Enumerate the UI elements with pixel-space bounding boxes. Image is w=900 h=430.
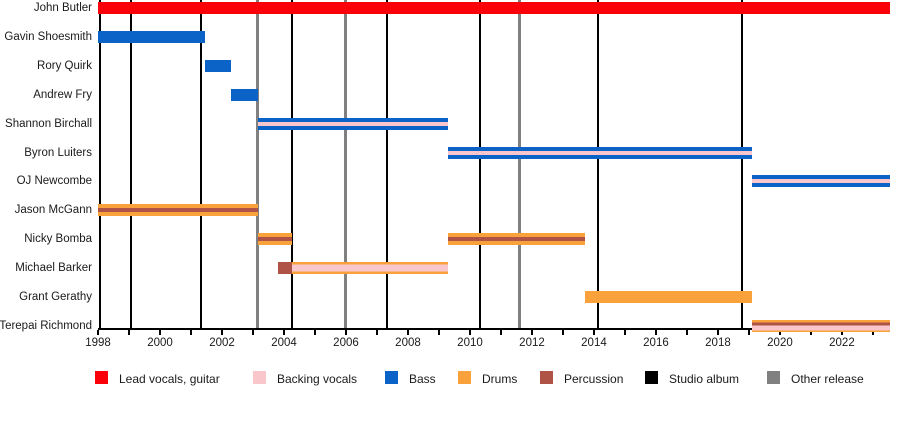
timeline-bar <box>98 204 258 217</box>
axis-tick <box>283 330 285 335</box>
axis-tick-label: 2018 <box>705 337 731 349</box>
timeline-bar <box>98 2 890 14</box>
axis-tick-label: 1998 <box>85 337 111 349</box>
axis-tick <box>376 330 378 335</box>
member-label: Nicky Bomba <box>24 233 92 246</box>
studio-album-line <box>596 0 599 328</box>
timeline-bar <box>257 117 449 130</box>
axis-tick-label: 2014 <box>581 337 607 349</box>
backing-vocals-swatch-icon <box>253 371 266 384</box>
axis-tick <box>407 330 409 335</box>
axis-tick <box>748 330 750 335</box>
studio-album-line <box>291 0 294 328</box>
axis-tick-label: 2008 <box>395 337 421 349</box>
timeline-bar <box>98 30 205 43</box>
axis-tick <box>97 330 99 335</box>
member-label: OJ Newcombe <box>16 175 92 188</box>
axis-tick <box>624 330 626 335</box>
axis-tick-label: 2000 <box>147 337 173 349</box>
other-release-line <box>256 0 260 328</box>
axis-tick-label: 2012 <box>519 337 545 349</box>
timeline-bar <box>585 291 753 304</box>
axis-tick-label: 2002 <box>209 337 235 349</box>
studio-album-swatch-icon <box>645 371 658 384</box>
x-axis-line <box>98 328 890 330</box>
axis-tick-label: 2020 <box>767 337 793 349</box>
member-label: Byron Luiters <box>24 146 92 159</box>
axis-tick-label: 2004 <box>271 337 297 349</box>
legend-label: Bass <box>409 372 436 386</box>
timeline-bar <box>752 175 890 188</box>
axis-tick <box>717 330 719 335</box>
percussion-swatch-icon <box>540 371 553 384</box>
legend-label: Studio album <box>669 372 740 386</box>
other-release-line <box>343 0 347 328</box>
axis-tick-label: 2016 <box>643 337 669 349</box>
timeline-bar <box>448 146 753 159</box>
axis-tick <box>531 330 533 335</box>
member-label: Grant Gerathy <box>19 291 92 304</box>
axis-tick <box>779 330 781 335</box>
axis-tick <box>221 330 223 335</box>
studio-album-line <box>740 0 743 328</box>
timeline-bar <box>231 88 258 101</box>
timeline-bar <box>752 320 890 332</box>
bass-swatch-icon <box>385 371 398 384</box>
axis-tick <box>810 330 812 335</box>
timeline-bar <box>277 262 292 275</box>
timeline-bar <box>291 262 449 275</box>
legend-label: Percussion <box>564 372 624 386</box>
member-label: John Butler <box>33 2 92 14</box>
member-label: Gavin Shoesmith <box>4 30 92 43</box>
axis-tick <box>128 330 130 335</box>
axis-tick <box>562 330 564 335</box>
axis-tick <box>841 330 843 335</box>
axis-tick <box>438 330 440 335</box>
axis-tick <box>500 330 502 335</box>
axis-tick <box>190 330 192 335</box>
timeline-bar <box>448 233 586 246</box>
other-release-line <box>518 0 522 328</box>
axis-tick-label: 2010 <box>457 337 483 349</box>
axis-tick <box>655 330 657 335</box>
member-label: Shannon Birchall <box>5 117 92 130</box>
axis-tick-label: 2006 <box>333 337 359 349</box>
legend-label: Lead vocals, guitar <box>119 372 220 386</box>
axis-tick <box>345 330 347 335</box>
legend-label: Drums <box>482 372 518 386</box>
member-label: Terepai Richmond <box>0 320 92 332</box>
member-label: Andrew Fry <box>33 88 92 101</box>
axis-tick <box>593 330 595 335</box>
axis-tick <box>314 330 316 335</box>
studio-album-line <box>385 0 388 328</box>
member-label: Jason McGann <box>14 204 92 217</box>
studio-album-line <box>99 0 102 328</box>
studio-album-line <box>200 0 203 328</box>
other-release-swatch-icon <box>767 371 780 384</box>
axis-tick <box>252 330 254 335</box>
drums-swatch-icon <box>458 371 471 384</box>
axis-tick <box>469 330 471 335</box>
timeline-bar <box>257 233 292 246</box>
axis-tick <box>686 330 688 335</box>
member-label: Michael Barker <box>15 262 92 275</box>
axis-tick-label: 2022 <box>829 337 855 349</box>
chart-legend: Lead vocals, guitar Backing vocals Bass Dru… <box>0 371 900 387</box>
axis-tick <box>159 330 161 335</box>
axis-tick <box>872 330 874 335</box>
legend-label: Backing vocals <box>277 372 358 386</box>
legend-label: Other release <box>791 372 864 386</box>
timeline-bar <box>204 59 232 72</box>
studio-album-line <box>478 0 481 328</box>
studio-album-line <box>129 0 132 328</box>
lead-vocals-guitar-swatch-icon <box>95 371 108 384</box>
member-label: Rory Quirk <box>37 59 92 72</box>
